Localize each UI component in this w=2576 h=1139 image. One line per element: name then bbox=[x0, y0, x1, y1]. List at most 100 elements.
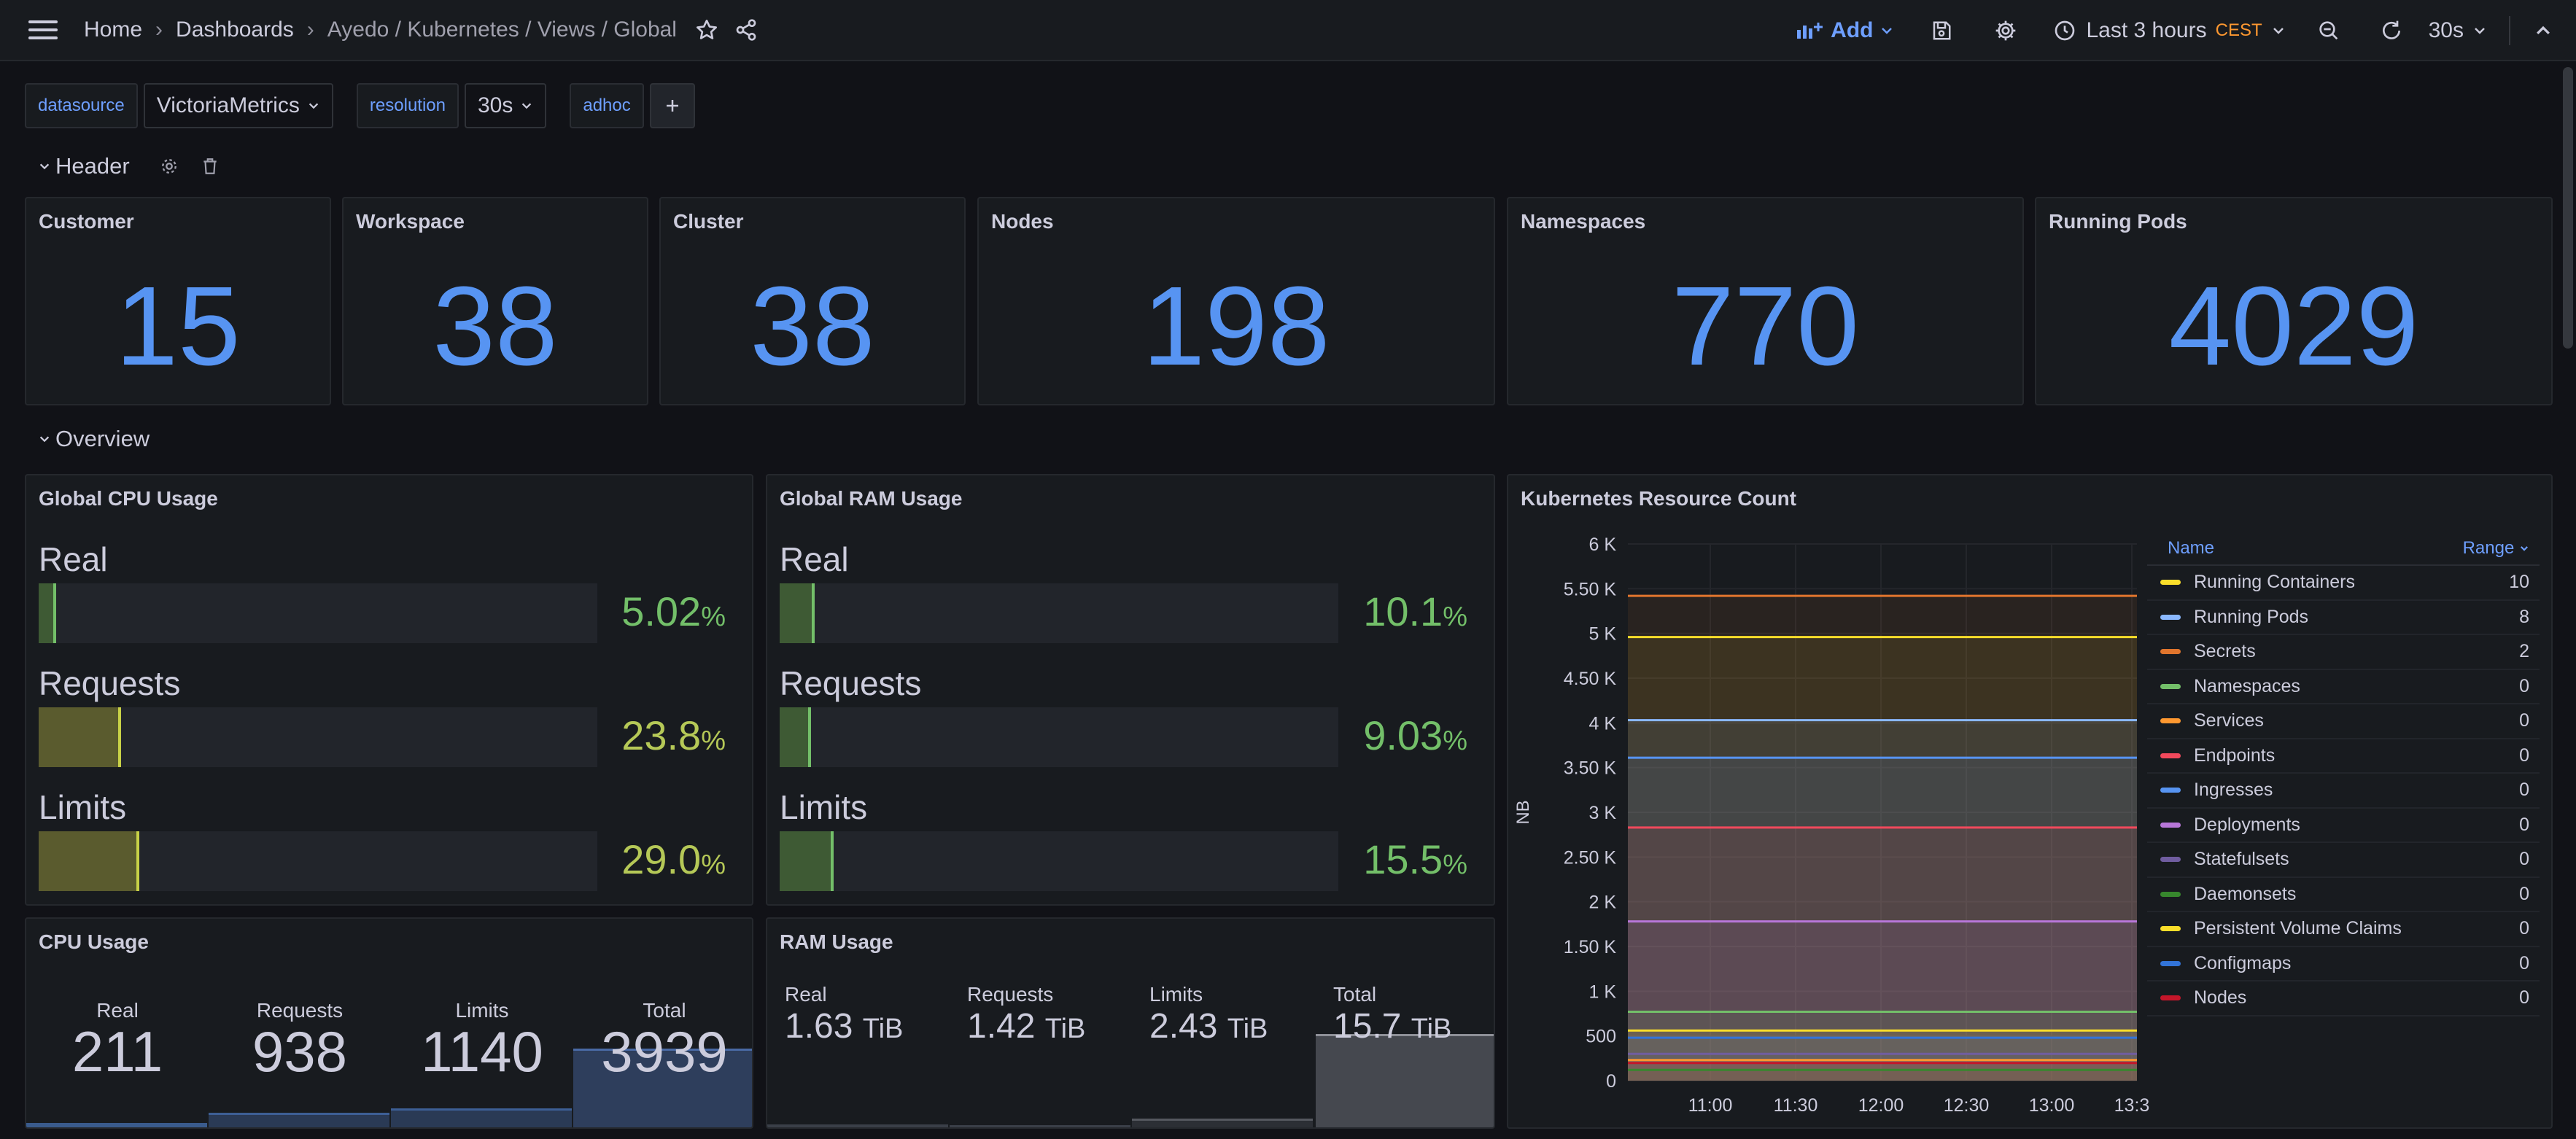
legend-item[interactable]: Configmaps 0 bbox=[2147, 947, 2540, 981]
cpu-usage-total: Total 3939 bbox=[601, 999, 728, 1084]
resolution-select[interactable]: 30s bbox=[464, 83, 547, 128]
refresh-interval-picker[interactable]: 30s bbox=[2429, 18, 2487, 43]
gauge-fill bbox=[39, 583, 56, 643]
datasource-select[interactable]: VictoriaMetrics bbox=[143, 83, 333, 128]
legend-item-range: 0 bbox=[2519, 675, 2529, 696]
gauge-value: 10.1% bbox=[1363, 588, 1467, 634]
plus-icon bbox=[666, 100, 678, 112]
breadcrumb-home[interactable]: Home bbox=[84, 18, 143, 42]
add-button-label: Add bbox=[1831, 18, 1874, 42]
legend-item[interactable]: Namespaces 0 bbox=[2147, 670, 2540, 704]
gauge-cap bbox=[808, 707, 811, 767]
chevron-up-icon[interactable] bbox=[2525, 12, 2561, 49]
ram-usage-panel: RAM Usage Real 1.63 TiB Requests 1.42 Ti… bbox=[766, 917, 1495, 1129]
row-header-toggle[interactable]: Header bbox=[38, 148, 223, 184]
chart-legend: Name Range Running Containers 10 Running P… bbox=[2147, 532, 2540, 1016]
legend-item[interactable]: Running Containers 10 bbox=[2147, 566, 2540, 601]
legend-item-range: 0 bbox=[2519, 710, 2529, 731]
legend-item-name: Configmaps bbox=[2194, 952, 2292, 973]
gauge-bar-real bbox=[39, 583, 597, 643]
zoom-out-icon[interactable] bbox=[2311, 12, 2347, 49]
row-title-header: Header bbox=[55, 153, 130, 179]
row-overview-toggle[interactable]: Overview bbox=[38, 426, 150, 452]
stat-panel-customer: Customer 15 bbox=[25, 197, 331, 405]
series-area bbox=[1628, 596, 2137, 1081]
ram-usage-requests: Requests 1.42 TiB bbox=[967, 983, 1086, 1046]
sparkline-fill bbox=[1316, 1034, 1494, 1127]
variable-label-adhoc: adhoc bbox=[570, 83, 644, 128]
legend-item-name: Running Pods bbox=[2194, 606, 2309, 627]
refresh-icon[interactable] bbox=[2373, 12, 2410, 49]
gauge-fill bbox=[780, 831, 834, 891]
timezone-badge: CEST bbox=[2215, 20, 2262, 40]
legend-item[interactable]: Endpoints 0 bbox=[2147, 739, 2540, 774]
gauge-cap bbox=[812, 583, 815, 643]
legend-swatch bbox=[2160, 788, 2181, 793]
legend-header-name[interactable]: Name bbox=[2168, 538, 2215, 558]
legend-item[interactable]: Deployments 0 bbox=[2147, 809, 2540, 843]
gauge-value: 9.03% bbox=[1363, 712, 1467, 758]
gauge-bar-limits bbox=[780, 831, 1338, 891]
gauge-value: 15.5% bbox=[1363, 836, 1467, 882]
panel-title: Customer bbox=[39, 210, 134, 233]
legend-item[interactable]: Persistent Volume Claims 0 bbox=[2147, 912, 2540, 947]
legend-item[interactable]: Statefulsets 0 bbox=[2147, 843, 2540, 878]
legend-swatch bbox=[2160, 649, 2181, 655]
legend-swatch bbox=[2160, 614, 2181, 620]
gauge-label: Limits bbox=[780, 788, 868, 826]
legend-item-range: 10 bbox=[2509, 572, 2529, 593]
legend-swatch bbox=[2160, 960, 2181, 966]
gear-icon[interactable] bbox=[1987, 12, 2024, 49]
star-icon[interactable] bbox=[688, 12, 725, 48]
add-button[interactable]: Add bbox=[1796, 18, 1893, 43]
breadcrumb-dashboard-title: Ayedo / Kubernetes / Views / Global bbox=[327, 18, 677, 42]
legend-swatch bbox=[2160, 857, 2181, 863]
chevron-down-icon bbox=[309, 103, 319, 109]
cpu-usage-requests: Requests 938 bbox=[252, 999, 348, 1084]
legend-swatch bbox=[2160, 995, 2181, 1001]
variables-bar: datasource VictoriaMetrics resolution 30… bbox=[25, 83, 695, 128]
cpu-usage-panel: CPU Usage Real 211 Requests 938 Limits 1… bbox=[25, 917, 753, 1129]
menu-icon[interactable] bbox=[27, 18, 59, 42]
datasource-select-value: VictoriaMetrics bbox=[156, 93, 300, 117]
sparkline-fill bbox=[1132, 1119, 1313, 1127]
gear-icon[interactable] bbox=[156, 148, 182, 184]
legend-item[interactable]: Secrets 2 bbox=[2147, 635, 2540, 670]
panel-title: Running Pods bbox=[2049, 210, 2187, 233]
legend-item-range: 0 bbox=[2519, 952, 2529, 973]
legend-item[interactable]: Daemonsets 0 bbox=[2147, 878, 2540, 912]
cpu-usage-real: Real 211 bbox=[71, 999, 163, 1084]
panel-title: Namespaces bbox=[1521, 210, 1646, 233]
ram-usage-total: Total 15.7 TiB bbox=[1333, 983, 1452, 1046]
time-picker[interactable]: Last 3 hours CEST bbox=[2053, 18, 2286, 43]
y-tick-label: 3.50 K bbox=[1564, 758, 1617, 779]
stat-panel-cluster: Cluster 38 bbox=[659, 197, 966, 405]
legend-header-range[interactable]: Range bbox=[2463, 538, 2529, 559]
stat-value: 4029 bbox=[2168, 263, 2419, 389]
save-icon[interactable] bbox=[1923, 12, 1960, 49]
sparkline-fill bbox=[767, 1124, 948, 1127]
legend-item[interactable]: Nodes 0 bbox=[2147, 981, 2540, 1016]
toolbar-divider bbox=[2509, 16, 2510, 45]
legend-item-range: 8 bbox=[2519, 606, 2529, 627]
legend-item[interactable]: Ingresses 0 bbox=[2147, 774, 2540, 809]
add-filter-button[interactable] bbox=[649, 83, 695, 128]
gauge-cap bbox=[831, 831, 834, 891]
y-tick-label: 3 K bbox=[1588, 803, 1616, 823]
sparkline-fill bbox=[209, 1113, 389, 1127]
gauge-cap bbox=[136, 831, 139, 891]
chevron-down-icon bbox=[1881, 28, 1892, 34]
trash-icon[interactable] bbox=[197, 148, 223, 184]
time-range-label: Last 3 hours bbox=[2086, 18, 2207, 42]
legend-item-name: Ingresses bbox=[2194, 780, 2273, 801]
share-icon[interactable] bbox=[728, 12, 764, 48]
legend-item-name: Namespaces bbox=[2194, 675, 2300, 696]
legend-item[interactable]: Running Pods 8 bbox=[2147, 601, 2540, 635]
series-area bbox=[1628, 637, 2137, 1081]
page-scrollbar[interactable] bbox=[2563, 67, 2573, 349]
x-tick-label: 13:00 bbox=[2029, 1095, 2075, 1116]
legend-item[interactable]: Services 0 bbox=[2147, 704, 2540, 739]
series-area bbox=[1628, 1030, 2137, 1081]
breadcrumb-dashboards[interactable]: Dashboards bbox=[176, 18, 294, 42]
y-tick-label: 4 K bbox=[1588, 713, 1616, 734]
